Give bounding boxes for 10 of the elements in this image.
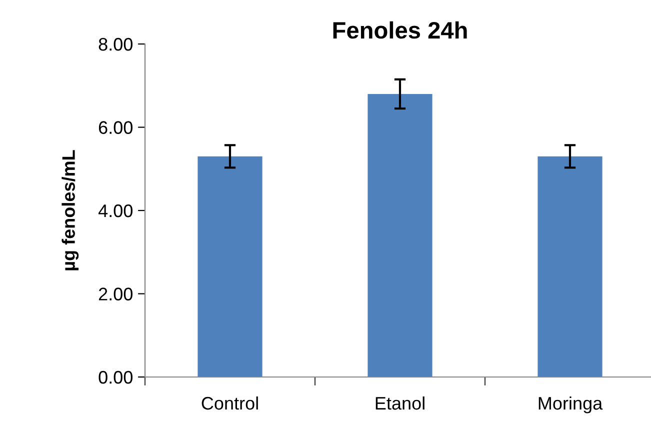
y-tick-label: 4.00 [98,204,132,218]
x-tick-label: Moringa [538,396,603,414]
y-tick-label: 6.00 [98,121,132,134]
chart-title: Fenoles 24h [333,21,467,39]
y-tick-label: 8.00 [98,38,132,51]
x-tick-label: Control [202,396,258,410]
y-tick-label: 2.00 [98,288,132,300]
y-axis-title: µg fenoles/mL [62,150,79,270]
x-tick-label: Etanol [376,396,424,410]
y-tick-label: 0.00 [98,370,132,384]
